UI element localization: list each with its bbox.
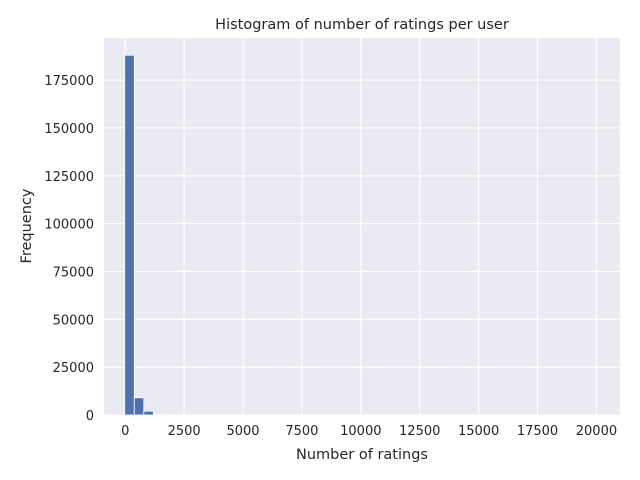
y-tick-label: 125000 (44, 170, 94, 185)
x-tick-label: 0 (121, 424, 129, 439)
histogram-bar (124, 54, 135, 416)
grid-lines (104, 38, 620, 416)
x-tick-label: 7500 (285, 424, 318, 439)
x-axis-label: Number of ratings (296, 447, 428, 463)
y-tick-label: 0 (86, 409, 94, 424)
histogram-bar (133, 397, 145, 416)
y-tick-label: 25000 (53, 361, 94, 376)
x-tick-label: 15000 (458, 424, 499, 439)
y-tick-label: 75000 (53, 265, 94, 280)
y-tick-label: 100000 (44, 218, 94, 233)
x-tick-label: 17500 (517, 424, 558, 439)
x-tick-label: 12500 (399, 424, 440, 439)
histogram-bar (143, 410, 154, 416)
x-tick-label: 5000 (226, 424, 259, 439)
y-axis-label: Frequency (19, 188, 35, 263)
histogram-bar (152, 414, 164, 416)
x-tick-labels: 0 2500 5000 7500 10000 12500 15000 17500 20000 (121, 424, 617, 439)
y-tick-label: 175000 (44, 74, 94, 89)
y-tick-label: 50000 (53, 313, 94, 328)
x-tick-label: 2500 (168, 424, 201, 439)
histogram-bars (124, 54, 603, 416)
y-tick-labels: 0 25000 50000 75000 100000 125000 150000 175000 (44, 74, 94, 424)
x-tick-label: 10000 (340, 424, 381, 439)
plot-area (104, 38, 620, 415)
chart-title: Histogram of number of ratings per user (215, 17, 509, 33)
y-tick-label: 150000 (44, 122, 94, 137)
x-tick-label: 20000 (576, 424, 617, 439)
